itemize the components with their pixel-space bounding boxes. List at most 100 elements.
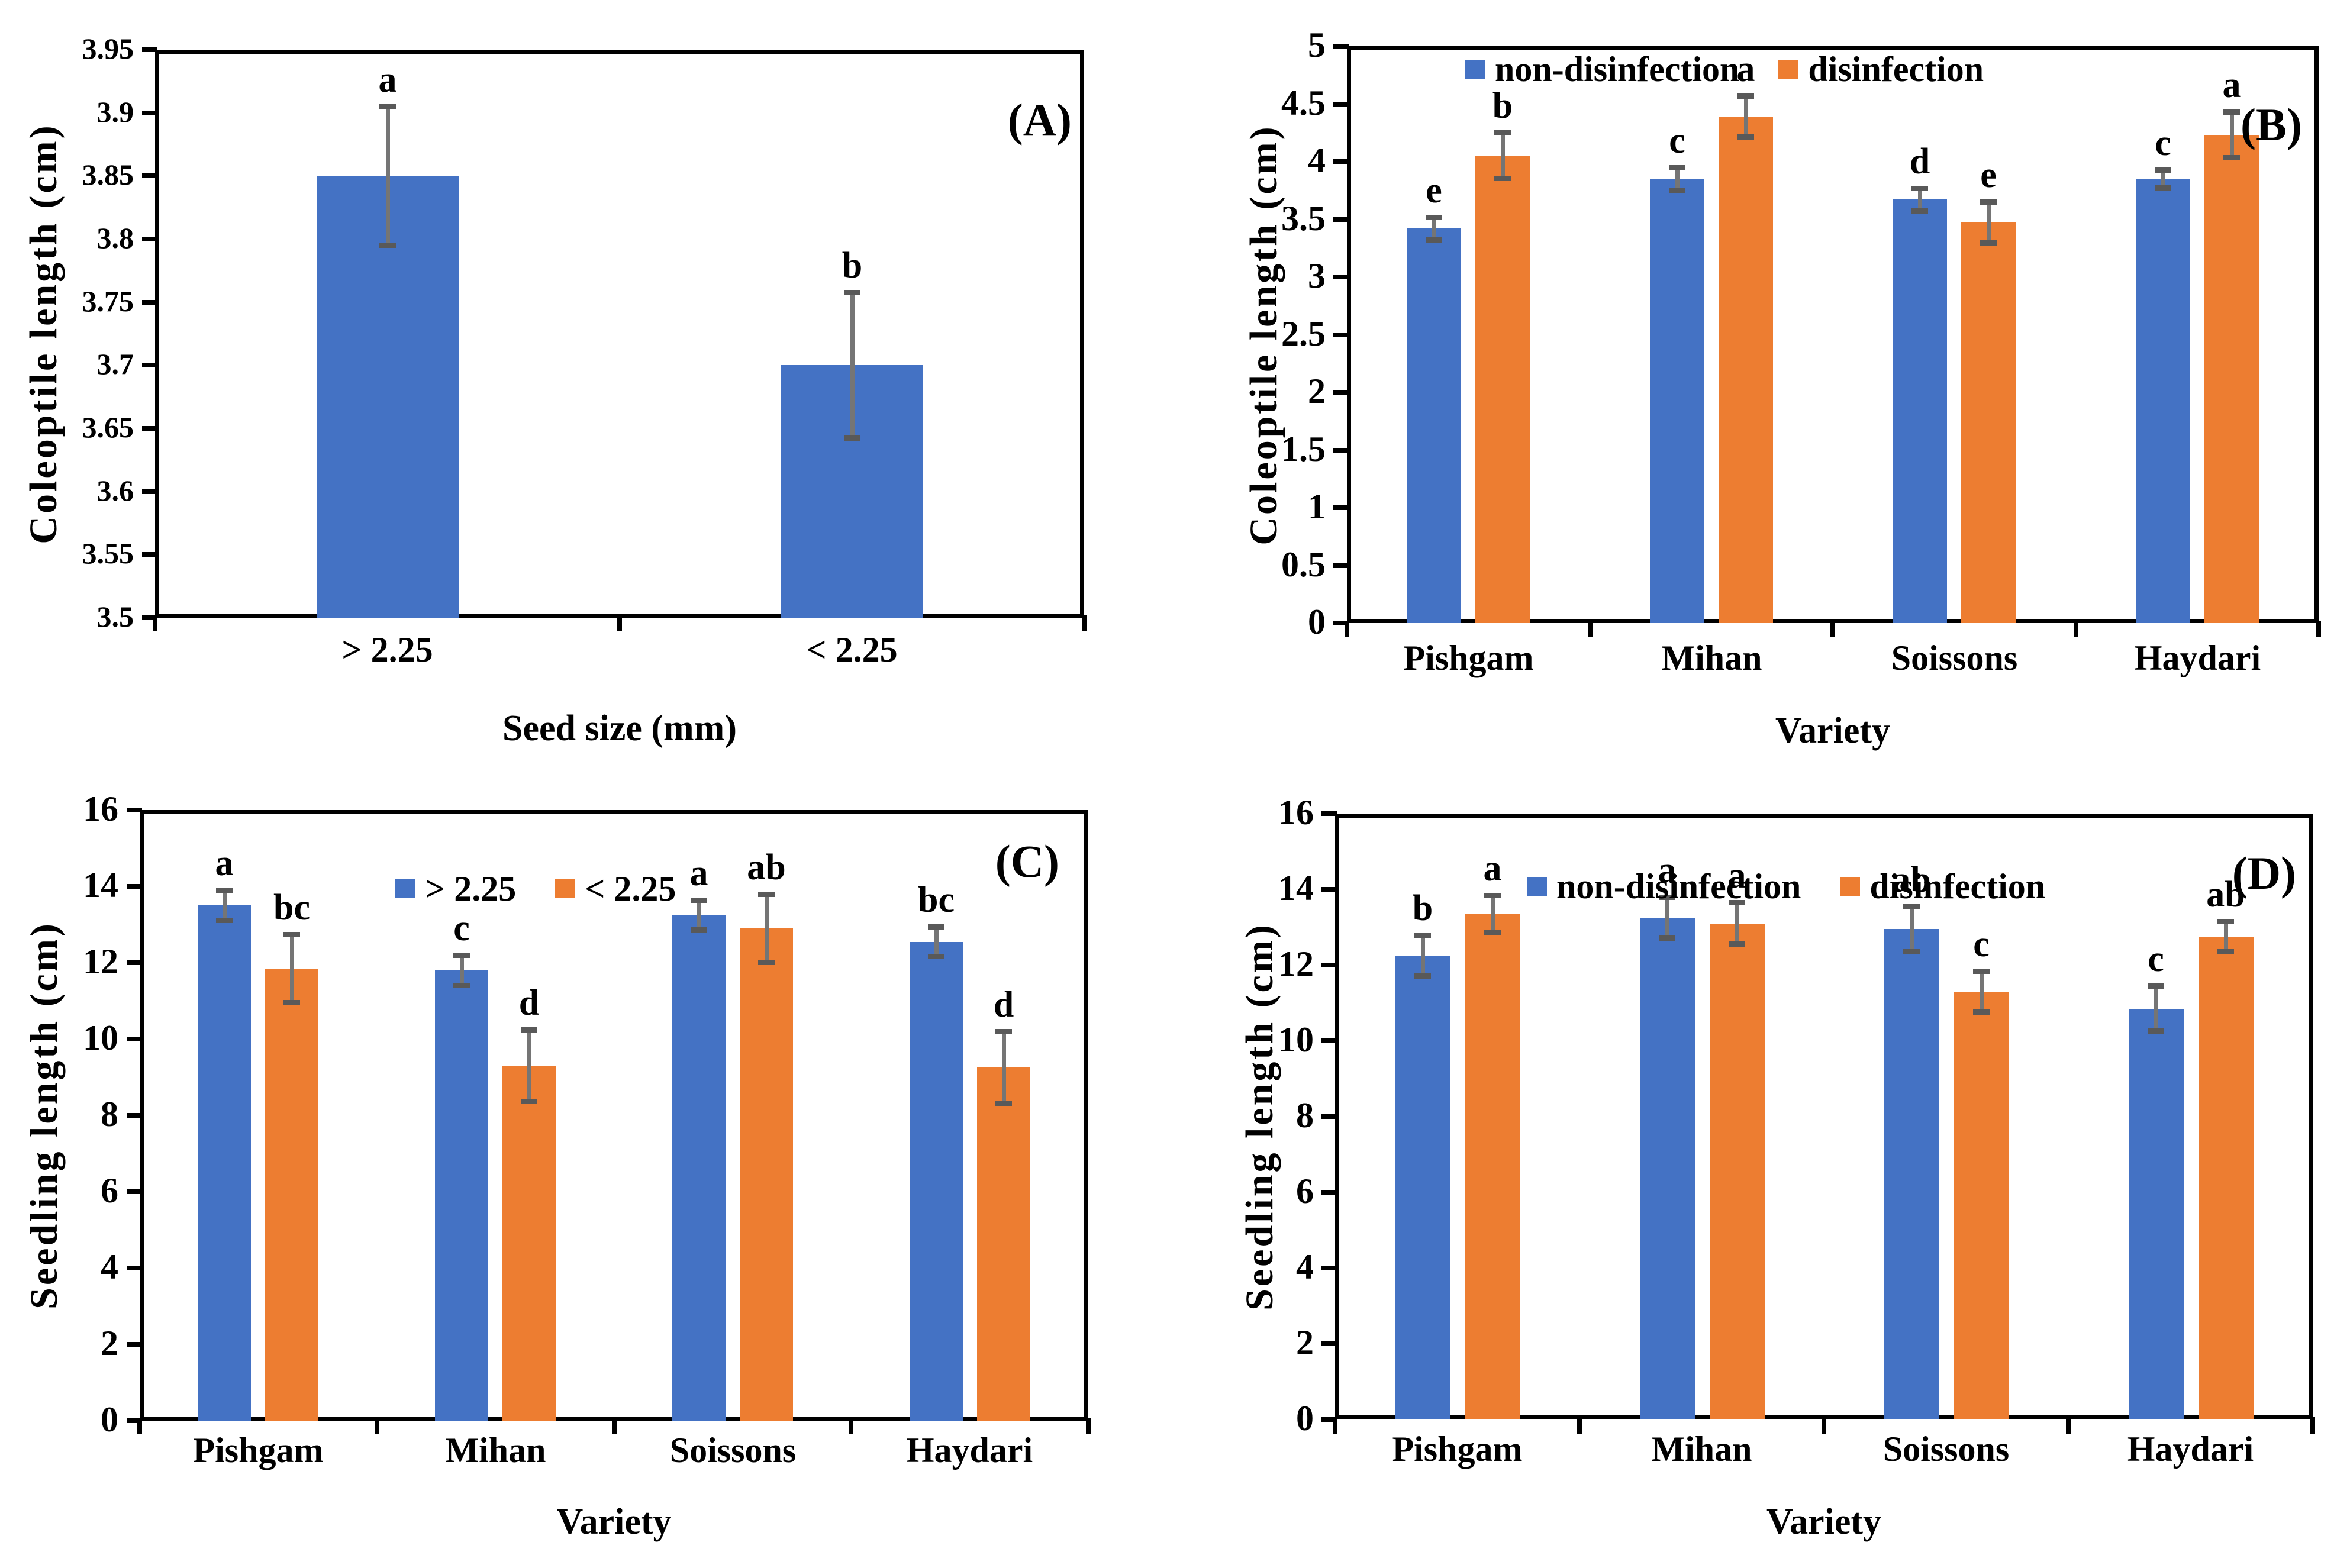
legend-label: disinfection <box>1869 867 2046 906</box>
y-axis-tick <box>142 300 157 305</box>
y-axis-tick <box>127 1189 142 1194</box>
y-axis-tick <box>142 47 157 52</box>
bar <box>1893 199 1947 623</box>
y-axis-tick <box>1321 1417 1337 1422</box>
bar <box>317 176 459 618</box>
y-axis-tick-label: 5 <box>1308 25 1326 64</box>
panel-d: 0 2 4 6 8 10 12 14 16 b a ab c a a c ab Pishgam Mihan Soiss… <box>1175 784 2350 1568</box>
error-bar-cap-bottom <box>1737 134 1754 140</box>
y-axis-tick-label: 0 <box>1296 1399 1314 1438</box>
x-axis-tick <box>1577 1417 1582 1434</box>
y-axis-tick-label: 6 <box>101 1171 118 1210</box>
y-axis-tick <box>1333 159 1349 164</box>
legend-marker <box>1465 60 1485 79</box>
bar <box>1954 992 2009 1419</box>
bar <box>1639 918 1695 1419</box>
x-axis-tick <box>153 615 157 631</box>
bar <box>2198 937 2254 1419</box>
error-bar <box>697 900 701 930</box>
bar <box>198 905 251 1421</box>
error-bar-cap-top <box>521 1027 537 1033</box>
significance-letter: a <box>378 60 397 100</box>
bar <box>1475 156 1530 623</box>
category-label: Pishgam <box>1403 638 1534 677</box>
y-axis-tick <box>1321 1266 1337 1270</box>
category-label: Mihan <box>445 1431 546 1470</box>
category-label: Haydari <box>2134 638 2261 677</box>
error-bar-cap-bottom <box>758 960 775 965</box>
category-label: Soissons <box>1882 1430 2010 1469</box>
x-axis-tick <box>375 1418 379 1434</box>
y-axis-tick <box>1333 563 1349 568</box>
significance-letter: ab <box>2206 875 2245 915</box>
y-axis-tick-label: 1.5 <box>1281 430 1326 469</box>
significance-letter: d <box>993 985 1014 1025</box>
y-axis-tick-label: 16 <box>83 789 118 828</box>
y-axis-tick-label: 10 <box>83 1018 118 1057</box>
y-axis-tick <box>127 960 142 965</box>
error-bar-cap-top <box>2155 167 2171 173</box>
error-bar-cap-bottom <box>844 435 860 441</box>
bar <box>435 970 488 1421</box>
y-axis-tick-label: 3.95 <box>82 32 134 65</box>
category-label: Pishgam <box>1392 1430 1523 1469</box>
bar <box>977 1067 1030 1421</box>
y-axis-tick <box>127 808 142 812</box>
y-axis-tick-label: 0 <box>101 1400 118 1439</box>
error-bar-cap-top <box>1669 165 1685 170</box>
legend-marker <box>1778 60 1799 79</box>
y-axis-tick-label: 12 <box>1278 944 1314 983</box>
bar <box>502 1066 556 1421</box>
panel-label: (A) <box>1007 94 1072 146</box>
legend-label: non-disinfection <box>1556 867 1801 906</box>
x-axis-tick <box>2316 621 2321 637</box>
legend-item: disinfection <box>1840 867 2045 906</box>
y-axis-tick <box>1333 44 1349 49</box>
error-bar <box>1002 1031 1006 1104</box>
significance-letter: a <box>1483 848 1502 889</box>
y-axis-tick-label: 3.75 <box>82 285 134 318</box>
error-bar-cap-bottom <box>1911 208 1928 214</box>
bar <box>740 928 793 1421</box>
y-axis-tick <box>1333 217 1349 222</box>
error-bar-cap-top <box>1973 969 1990 974</box>
error-bar-cap-bottom <box>379 243 396 248</box>
error-bar <box>527 1030 531 1102</box>
legend-item: non-disinfection <box>1527 867 1801 906</box>
x-axis-title: Variety <box>1766 1502 1881 1542</box>
error-bar-cap-bottom <box>1729 941 1745 947</box>
significance-letter: a <box>215 843 234 883</box>
error-bar <box>386 107 390 246</box>
bar <box>1395 956 1450 1419</box>
category-label: Soissons <box>669 1431 797 1470</box>
y-axis-title: Coleoptile length (cm) <box>22 123 65 544</box>
error-bar <box>1980 971 1984 1012</box>
x-axis-tick <box>1822 1417 1826 1434</box>
y-axis-tick-label: 2 <box>101 1324 118 1363</box>
error-bar <box>1421 935 1425 976</box>
y-axis-tick <box>1321 811 1337 816</box>
x-axis-tick <box>2074 621 2078 637</box>
y-axis-tick-label: 0 <box>1308 602 1326 641</box>
y-axis-tick-label: 4.5 <box>1281 83 1326 122</box>
error-bar-cap-top <box>1729 900 1745 905</box>
significance-letter: a <box>1658 850 1677 891</box>
error-bar-cap-bottom <box>283 1000 300 1005</box>
error-bar-cap-top <box>283 932 300 937</box>
significance-letter: a <box>1736 49 1755 89</box>
legend-marker <box>1527 877 1547 896</box>
error-bar-cap-top <box>995 1029 1012 1034</box>
y-axis-tick <box>127 884 142 889</box>
panel-b: 0 0.5 1 1.5 2 2.5 3 3.5 4 4.5 5 e c d c b a e a Pishgam Miha… <box>1175 0 2350 784</box>
error-bar-cap-bottom <box>2223 155 2240 160</box>
category-label: Mihan <box>1651 1430 1752 1469</box>
error-bar-cap-bottom <box>1973 1009 1990 1015</box>
panel-label: (D) <box>2232 847 2296 899</box>
legend-item: non-disinfection <box>1465 50 1739 89</box>
y-axis-tick-label: 2.5 <box>1281 314 1326 353</box>
error-bar-cap-top <box>1659 895 1675 900</box>
y-axis-tick-label: 14 <box>1278 869 1314 908</box>
y-axis-tick <box>127 1113 142 1118</box>
legend-marker <box>555 879 576 898</box>
significance-letter: ab <box>747 847 786 888</box>
